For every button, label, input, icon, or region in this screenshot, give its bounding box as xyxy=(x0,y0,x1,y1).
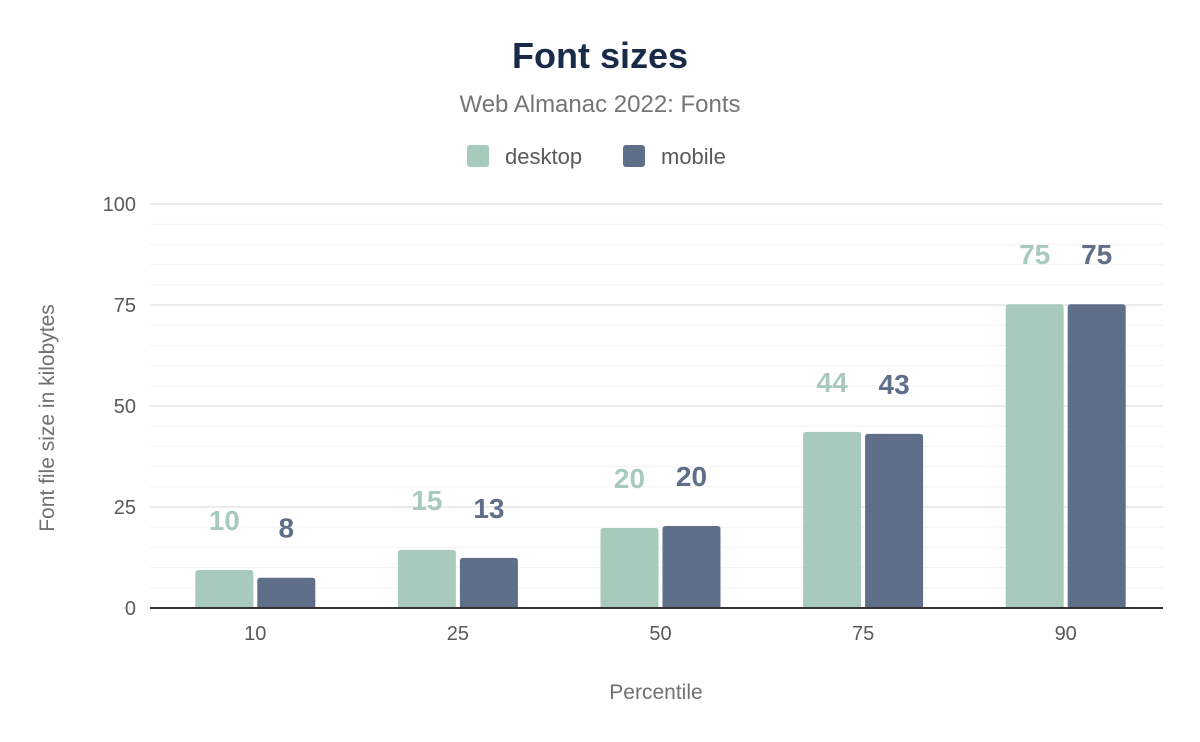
bar-desktop-90[interactable] xyxy=(1005,304,1064,608)
y-tick-label: 50 xyxy=(114,396,136,418)
bar-mobile-25[interactable] xyxy=(459,557,518,608)
legend-label-mobile[interactable]: mobile xyxy=(661,144,726,169)
y-axis-label: Font file size in kilobytes xyxy=(36,304,59,532)
bar-desktop-25[interactable] xyxy=(397,549,456,608)
data-label-mobile-50: 20 xyxy=(676,461,707,492)
legend-label-desktop[interactable]: desktop xyxy=(505,144,582,169)
legend-swatch-desktop xyxy=(467,145,489,167)
x-tick-label: 50 xyxy=(649,623,671,645)
bar-desktop-10[interactable] xyxy=(195,570,254,608)
y-tick-label: 75 xyxy=(114,295,136,317)
data-label-desktop-25: 15 xyxy=(411,485,442,516)
bar-desktop-50[interactable] xyxy=(600,528,659,608)
y-tick-label: 25 xyxy=(114,497,136,519)
data-label-mobile-10: 8 xyxy=(279,513,295,544)
bar-desktop-75[interactable] xyxy=(803,431,862,608)
gridlines xyxy=(150,203,1163,589)
bar-mobile-10[interactable] xyxy=(257,577,316,608)
x-axis-ticks: 10 25 50 75 90 xyxy=(244,623,1077,645)
legend-swatch-mobile xyxy=(623,145,645,167)
y-tick-label: 100 xyxy=(103,194,136,216)
bar-mobile-90[interactable] xyxy=(1067,304,1126,608)
x-tick-label: 75 xyxy=(852,623,874,645)
data-label-desktop-50: 20 xyxy=(614,463,645,494)
bar-mobile-50[interactable] xyxy=(662,525,721,608)
x-tick-label: 25 xyxy=(447,623,469,645)
legend: desktop mobile xyxy=(467,144,726,169)
y-axis-ticks: 0 25 50 75 100 xyxy=(103,194,136,620)
data-labels: 10 8 15 13 20 20 44 43 75 75 xyxy=(209,239,1113,544)
data-label-mobile-90: 75 xyxy=(1081,239,1112,270)
y-tick-label: 0 xyxy=(125,598,136,620)
chart-title: Font sizes xyxy=(512,35,688,76)
data-label-desktop-90: 75 xyxy=(1019,239,1050,270)
x-axis-label: Percentile xyxy=(609,681,702,704)
data-label-desktop-10: 10 xyxy=(209,505,240,536)
x-tick-label: 90 xyxy=(1055,623,1077,645)
data-label-desktop-75: 44 xyxy=(817,367,849,398)
bar-mobile-75[interactable] xyxy=(865,433,924,608)
x-tick-label: 10 xyxy=(244,623,266,645)
data-label-mobile-25: 13 xyxy=(473,493,504,524)
bars xyxy=(195,304,1126,608)
chart-subtitle: Web Almanac 2022: Fonts xyxy=(459,91,740,118)
data-label-mobile-75: 43 xyxy=(879,369,910,400)
